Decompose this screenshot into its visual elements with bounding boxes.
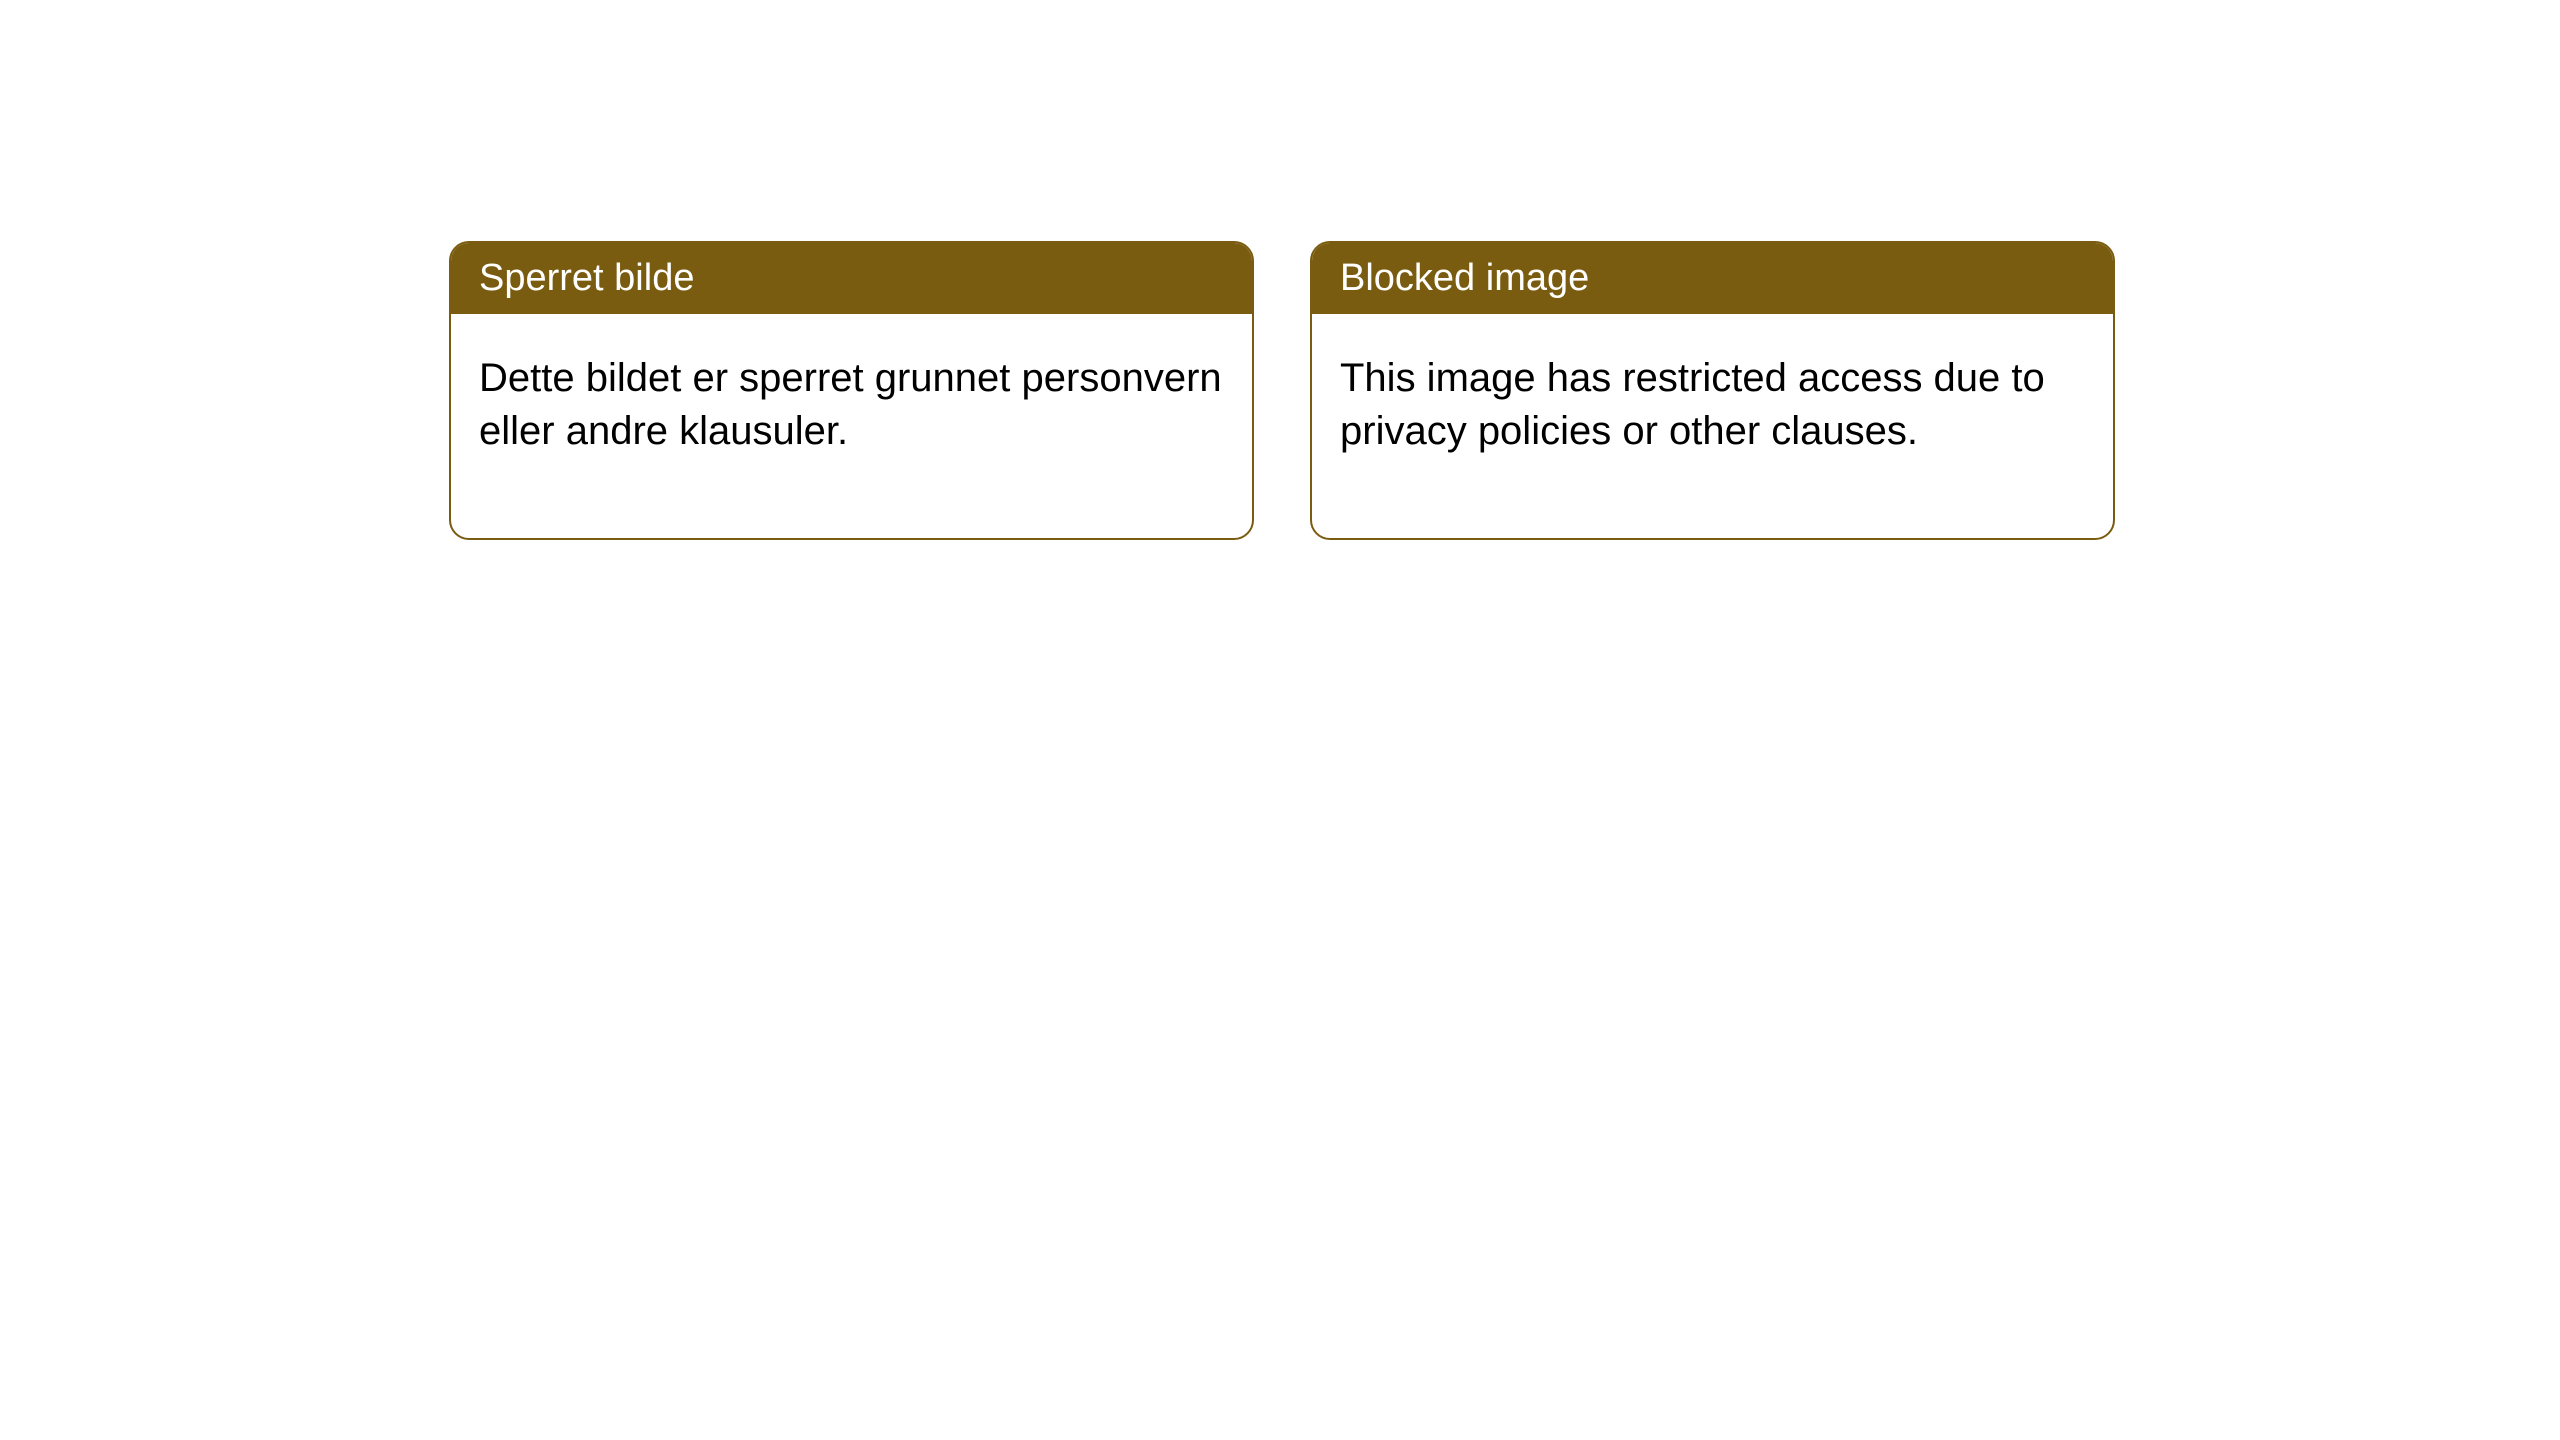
card-header: Sperret bilde (451, 243, 1252, 314)
card-body: Dette bildet er sperret grunnet personve… (451, 314, 1252, 538)
card-message: Dette bildet er sperret grunnet personve… (479, 356, 1222, 453)
card-title: Sperret bilde (479, 257, 694, 299)
notice-card-english: Blocked image This image has restricted … (1310, 241, 2115, 540)
notice-card-norwegian: Sperret bilde Dette bildet er sperret gr… (449, 241, 1254, 540)
card-body: This image has restricted access due to … (1312, 314, 2113, 538)
notice-container: Sperret bilde Dette bildet er sperret gr… (449, 241, 2115, 540)
card-header: Blocked image (1312, 243, 2113, 314)
card-title: Blocked image (1340, 257, 1589, 299)
card-message: This image has restricted access due to … (1340, 356, 2045, 453)
